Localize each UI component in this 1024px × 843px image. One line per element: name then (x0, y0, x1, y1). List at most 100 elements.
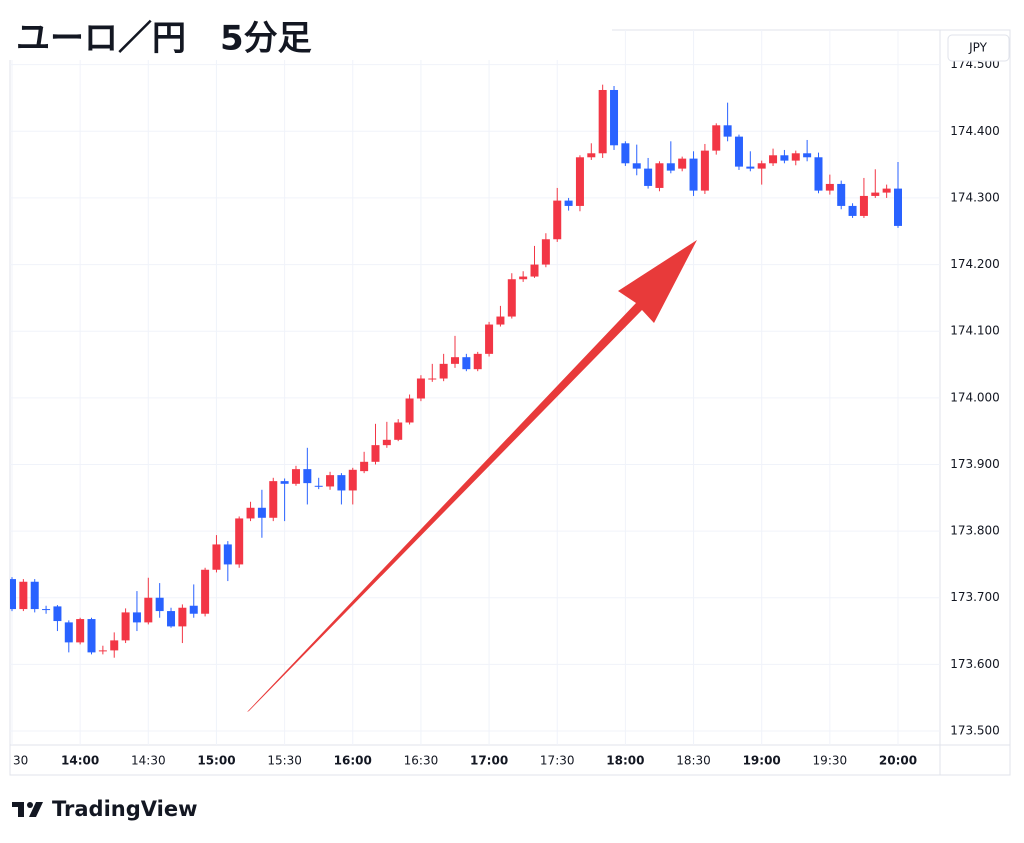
candle-body (553, 200, 562, 240)
candle-body (326, 475, 335, 487)
candle-body (541, 239, 550, 265)
candle-body (155, 597, 164, 612)
candle-body (439, 363, 448, 379)
trend-arrow (247, 240, 697, 712)
candle-body (689, 158, 698, 191)
candle-body (462, 357, 471, 370)
candle-body (825, 183, 834, 191)
candle-body (780, 155, 789, 161)
candle-body (314, 485, 323, 487)
candle-body (19, 581, 28, 610)
y-tick-label: 173.900 (950, 457, 1000, 471)
candle-body (201, 569, 210, 614)
watermark: TradingView (52, 797, 197, 821)
candle-body (871, 192, 880, 196)
candle-body (700, 150, 709, 191)
y-tick-label: 173.600 (950, 657, 1000, 671)
candle-body (337, 475, 346, 491)
candle-body (666, 163, 675, 171)
y-tick-label: 173.500 (950, 724, 1000, 738)
candle-body (257, 507, 266, 518)
candle-body (473, 353, 482, 370)
candle-body (30, 581, 39, 610)
x-tick-label: 16:00 (334, 754, 372, 768)
logo-part (27, 802, 33, 808)
candle-body (87, 619, 96, 653)
candle-body (10, 579, 16, 610)
candle-body (371, 445, 380, 462)
candle-body (416, 378, 425, 399)
candle-body (882, 188, 891, 193)
candle-body (303, 469, 312, 484)
candle-body (382, 439, 391, 446)
candle-body (655, 163, 664, 188)
candle-body (53, 606, 62, 622)
candle-body (803, 153, 812, 158)
candle-body (76, 619, 85, 643)
candle-body (235, 518, 244, 565)
y-tick-label: 174.400 (950, 124, 1000, 138)
candle-body (291, 469, 300, 484)
candle-body (428, 378, 437, 380)
chart-title: ユーロ／円 5分足 (16, 19, 312, 59)
y-tick-label: 174.200 (950, 257, 1000, 271)
candle-body (621, 143, 630, 164)
x-tick-label: 19:00 (743, 754, 781, 768)
candle-body (280, 481, 289, 484)
y-tick-label: 174.300 (950, 190, 1000, 204)
candle-body (451, 357, 459, 364)
logo-part (29, 802, 43, 817)
candle-body (394, 422, 403, 440)
candle-body (42, 609, 51, 611)
y-tick-label: 174.000 (950, 390, 1000, 404)
title-background (0, 0, 612, 60)
candle-body (519, 276, 528, 280)
candle-body (814, 157, 823, 191)
candle-body (837, 183, 846, 206)
candle-body (507, 279, 516, 317)
candle-body (64, 622, 73, 643)
candle-body (859, 195, 868, 216)
candle-body (644, 168, 653, 186)
x-tick-label: 15:30 (267, 754, 302, 768)
candle-body (223, 544, 232, 565)
candle-body (132, 612, 141, 623)
candle-body (598, 89, 607, 154)
candle-body (530, 264, 539, 277)
x-tick-label: 14:30 (131, 754, 166, 768)
candle-body (98, 650, 107, 652)
x-tick-label: 14:00 (61, 754, 99, 768)
candle-body (405, 398, 414, 423)
candle-body (485, 324, 494, 354)
candle-body (848, 205, 857, 216)
y-tick-label: 173.800 (950, 524, 1000, 538)
candle-body (746, 166, 755, 169)
candle-body (575, 157, 584, 206)
candle-body (894, 188, 902, 226)
candle-body (178, 607, 187, 627)
candle-body (712, 125, 721, 151)
logo-icon (12, 802, 43, 817)
candle-body (212, 544, 221, 570)
grid (10, 30, 940, 745)
candle-body (723, 125, 732, 137)
candle-body (496, 316, 505, 325)
candle-body (587, 153, 596, 158)
x-tick-label: 16:30 (404, 754, 439, 768)
candle-body (360, 461, 369, 472)
candle-body (564, 200, 573, 206)
y-tick-label: 173.700 (950, 590, 1000, 604)
x-tick-label: 17:00 (470, 754, 508, 768)
candle-body (167, 611, 176, 627)
candle-body (110, 640, 119, 651)
y-tick-label: 174.100 (950, 324, 1000, 338)
currency-label[interactable]: JPY (968, 41, 988, 55)
x-tick-label: 15:00 (197, 754, 235, 768)
axis-labels: 173.500 173.600 173.700 173.800 173.900 174.0… (13, 57, 1000, 767)
logo-part (18, 802, 24, 817)
currency-button[interactable] (947, 34, 1010, 62)
x-tick-label: 19:30 (813, 754, 848, 768)
candle-body (189, 605, 198, 614)
